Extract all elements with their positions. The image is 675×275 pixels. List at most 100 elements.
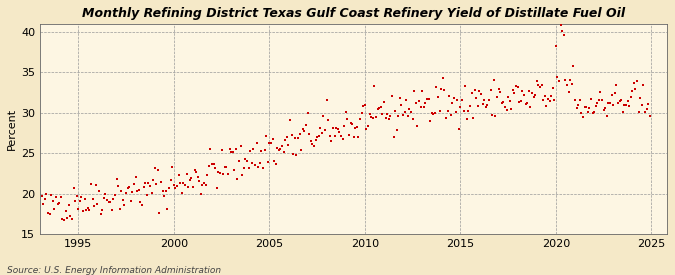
Point bbox=[114, 206, 125, 211]
Point bbox=[184, 178, 195, 182]
Point bbox=[523, 89, 534, 93]
Point bbox=[530, 93, 541, 97]
Point bbox=[533, 82, 544, 87]
Point bbox=[81, 208, 92, 213]
Point bbox=[176, 190, 187, 195]
Point bbox=[592, 101, 603, 105]
Point bbox=[633, 109, 644, 114]
Point bbox=[635, 95, 646, 100]
Point bbox=[616, 98, 626, 103]
Point bbox=[383, 117, 394, 121]
Point bbox=[547, 86, 558, 90]
Point bbox=[565, 78, 576, 82]
Point bbox=[549, 98, 560, 102]
Point bbox=[61, 215, 72, 220]
Point bbox=[87, 197, 98, 201]
Point bbox=[433, 95, 443, 99]
Point bbox=[41, 191, 52, 196]
Point bbox=[236, 144, 246, 148]
Point bbox=[625, 94, 636, 99]
Point bbox=[374, 105, 385, 110]
Point bbox=[622, 99, 633, 103]
Point bbox=[573, 103, 584, 107]
Point bbox=[454, 127, 464, 131]
Point bbox=[350, 125, 360, 130]
Point bbox=[624, 104, 634, 109]
Point bbox=[468, 116, 479, 120]
Point bbox=[638, 82, 649, 87]
Point bbox=[238, 166, 249, 170]
Point bbox=[52, 202, 63, 206]
Point bbox=[464, 104, 475, 108]
Point bbox=[116, 189, 127, 193]
Point bbox=[630, 87, 641, 92]
Point bbox=[258, 166, 269, 170]
Point bbox=[645, 114, 655, 119]
Point bbox=[474, 89, 485, 93]
Point bbox=[285, 118, 296, 123]
Point bbox=[130, 174, 141, 179]
Point bbox=[571, 106, 582, 110]
Point bbox=[264, 141, 275, 145]
Point bbox=[256, 148, 267, 153]
Point bbox=[277, 144, 288, 148]
Point bbox=[503, 95, 514, 99]
Point bbox=[611, 82, 622, 87]
Point bbox=[511, 84, 522, 89]
Point bbox=[135, 199, 146, 204]
Point bbox=[613, 101, 624, 106]
Point bbox=[380, 116, 391, 120]
Point bbox=[224, 147, 235, 152]
Point bbox=[514, 100, 524, 104]
Point bbox=[122, 186, 133, 190]
Point bbox=[620, 103, 631, 107]
Point bbox=[595, 90, 606, 94]
Point bbox=[84, 208, 95, 212]
Point bbox=[436, 87, 447, 91]
Point bbox=[327, 126, 338, 130]
Point bbox=[422, 97, 433, 102]
Point bbox=[49, 207, 60, 212]
Point bbox=[181, 172, 192, 177]
Point bbox=[170, 186, 181, 190]
Point bbox=[632, 78, 643, 83]
Point bbox=[628, 80, 639, 85]
Point bbox=[538, 98, 549, 102]
Point bbox=[265, 141, 276, 145]
Point bbox=[92, 202, 103, 206]
Point bbox=[39, 197, 50, 202]
Point bbox=[396, 103, 407, 107]
Point bbox=[109, 192, 120, 197]
Point bbox=[508, 88, 518, 93]
Point bbox=[290, 136, 300, 140]
Point bbox=[298, 127, 308, 131]
Point bbox=[608, 103, 618, 107]
Point bbox=[552, 75, 563, 79]
Point bbox=[356, 111, 367, 116]
Point bbox=[441, 116, 452, 120]
Point bbox=[392, 128, 402, 133]
Point bbox=[425, 119, 435, 123]
Point bbox=[361, 127, 372, 131]
Point bbox=[251, 141, 262, 145]
Point bbox=[446, 113, 456, 118]
Point bbox=[269, 159, 279, 163]
Point bbox=[518, 93, 529, 98]
Point bbox=[294, 131, 305, 136]
Point bbox=[103, 200, 114, 204]
Point bbox=[477, 102, 488, 106]
Point bbox=[218, 172, 229, 177]
Point bbox=[280, 138, 291, 142]
Point bbox=[504, 99, 515, 103]
Point bbox=[583, 109, 593, 114]
Point bbox=[219, 165, 230, 169]
Point bbox=[230, 147, 241, 152]
Point bbox=[89, 204, 100, 208]
Point bbox=[501, 108, 512, 112]
Point bbox=[203, 164, 214, 168]
Point bbox=[51, 194, 61, 199]
Point bbox=[138, 185, 149, 189]
Point bbox=[610, 90, 620, 95]
Point bbox=[520, 101, 531, 106]
Point bbox=[483, 98, 494, 102]
